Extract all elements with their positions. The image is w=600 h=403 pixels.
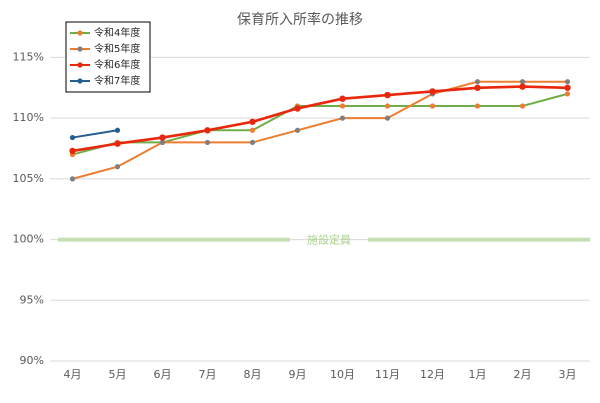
data-point <box>69 147 76 155</box>
legend-marker <box>77 46 83 52</box>
data-point <box>429 88 436 95</box>
y-tick-label: 90% <box>20 354 44 367</box>
data-point <box>474 84 481 91</box>
data-point <box>519 79 526 85</box>
data-point <box>294 127 301 133</box>
data-point <box>204 127 211 134</box>
data-point <box>249 127 256 133</box>
chart-title: 保育所入所率の推移 <box>237 11 363 28</box>
data-point <box>339 103 346 109</box>
data-point <box>69 176 76 182</box>
data-point <box>519 103 526 109</box>
series-line <box>72 80 568 180</box>
data-point <box>339 115 346 121</box>
x-tick-label: 5月 <box>109 368 127 381</box>
legend-marker <box>77 30 83 36</box>
data-point <box>294 105 301 112</box>
data-point <box>384 91 391 99</box>
x-tick-label: 1月 <box>469 368 487 381</box>
reference-label: 施設定員 <box>307 233 351 247</box>
y-tick-label: 105% <box>13 172 44 185</box>
data-point <box>429 103 436 109</box>
x-tick-label: 9月 <box>289 368 307 381</box>
legend-marker <box>77 78 83 84</box>
data-point <box>159 134 166 141</box>
legend-marker <box>77 62 83 68</box>
data-point <box>564 84 571 91</box>
x-tick-label: 3月 <box>559 368 577 381</box>
x-tick-label: 2月 <box>514 368 532 381</box>
data-point <box>249 139 256 146</box>
series-line <box>72 129 118 139</box>
data-point <box>519 83 526 90</box>
data-point <box>114 140 121 147</box>
data-point <box>564 91 571 97</box>
data-point <box>339 95 346 102</box>
x-tick-label: 12月 <box>420 368 445 381</box>
legend-label: 令和4年度 <box>94 26 140 39</box>
legend-label: 令和5年度 <box>94 42 140 55</box>
y-tick-label: 115% <box>13 50 44 63</box>
data-point <box>474 79 481 85</box>
data-point <box>384 103 391 109</box>
series-line <box>72 85 568 153</box>
x-tick-label: 11月 <box>375 368 400 381</box>
data-point <box>474 103 481 109</box>
legend-label: 令和7年度 <box>94 74 140 87</box>
data-point <box>384 115 391 121</box>
series-line <box>72 92 568 156</box>
y-tick-label: 100% <box>13 233 44 246</box>
data-point <box>69 134 76 141</box>
y-tick-label: 95% <box>20 293 44 306</box>
x-tick-label: 6月 <box>154 368 172 381</box>
data-point <box>114 164 121 170</box>
x-tick-label: 8月 <box>244 368 262 381</box>
data-point <box>114 127 121 133</box>
x-tick-label: 4月 <box>64 368 82 381</box>
legend-label: 令和6年度 <box>94 58 140 71</box>
data-point <box>564 79 571 85</box>
x-tick-label: 10月 <box>330 368 355 381</box>
data-point <box>159 139 166 146</box>
data-point <box>204 139 211 146</box>
y-tick-label: 110% <box>13 111 44 124</box>
x-tick-label: 7月 <box>199 368 217 381</box>
data-point <box>249 118 256 125</box>
